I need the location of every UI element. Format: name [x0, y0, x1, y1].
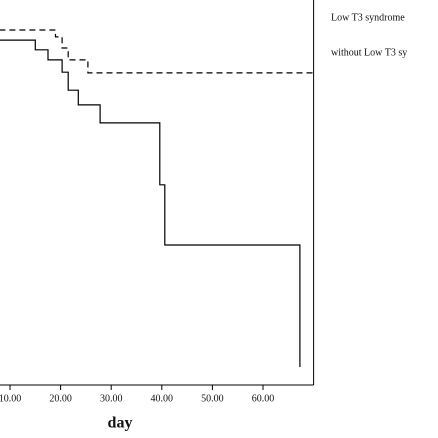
x-tick-label: 10.00 [0, 393, 21, 404]
survival-curve [0, 29, 314, 74]
x-tick-label: 60.00 [252, 393, 275, 404]
x-tick-label: 30.00 [100, 393, 123, 404]
x-tick-label: 20.00 [49, 393, 72, 404]
x-axis-label: day [108, 415, 133, 432]
x-tick-label: 40.00 [151, 393, 174, 404]
x-tick-label: 50.00 [201, 393, 224, 404]
legend-label: Low T3 syndrome [331, 12, 405, 23]
survival-curve [0, 39, 301, 367]
legend-label: without Low T3 sy [331, 47, 407, 58]
